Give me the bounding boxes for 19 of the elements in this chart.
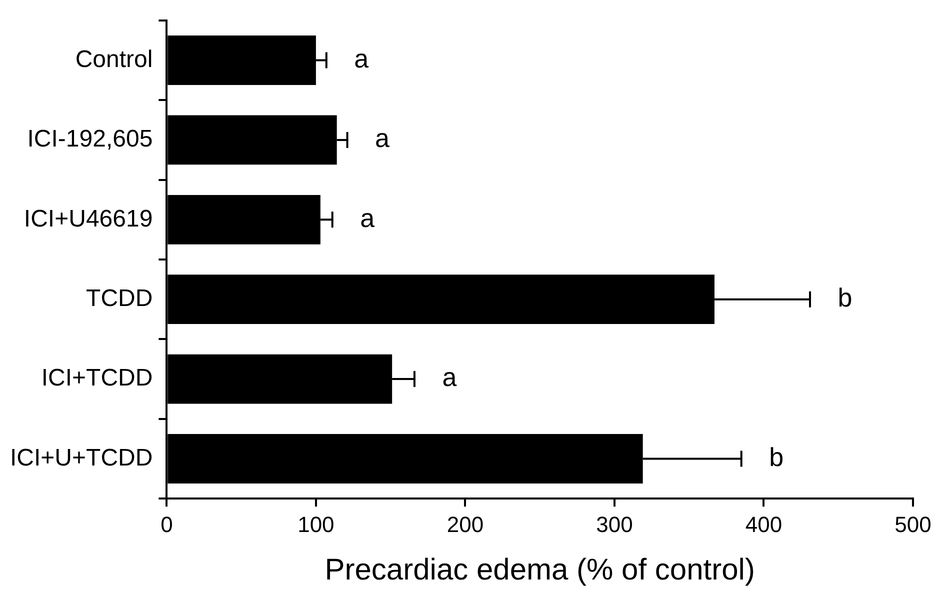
x-tick-label: 500 bbox=[894, 512, 932, 537]
y-tick-label: ICI+U+TCDD bbox=[10, 444, 153, 472]
x-axis-title: Precardiac edema (% of control) bbox=[324, 553, 755, 586]
y-tick-label: Control bbox=[75, 46, 153, 73]
x-tick-label: 400 bbox=[745, 512, 782, 537]
x-tick-label: 100 bbox=[298, 512, 334, 537]
x-tick-label: 300 bbox=[596, 512, 633, 537]
annotation: b bbox=[838, 282, 852, 313]
annotation: a bbox=[375, 123, 390, 154]
annotation: a bbox=[354, 43, 370, 74]
annotation: a bbox=[442, 362, 458, 392]
y-tick-label: ICI+TCDD bbox=[41, 364, 153, 392]
y-tick-label: ICI+U46619 bbox=[24, 205, 153, 232]
annotation: a bbox=[360, 202, 376, 233]
x-tick-label: 200 bbox=[446, 512, 484, 537]
y-tick-label: TCDD bbox=[86, 284, 153, 312]
x-tick-label: 0 bbox=[160, 512, 173, 537]
annotation: b bbox=[769, 442, 784, 472]
y-tick-label: ICI-192,605 bbox=[27, 126, 153, 153]
